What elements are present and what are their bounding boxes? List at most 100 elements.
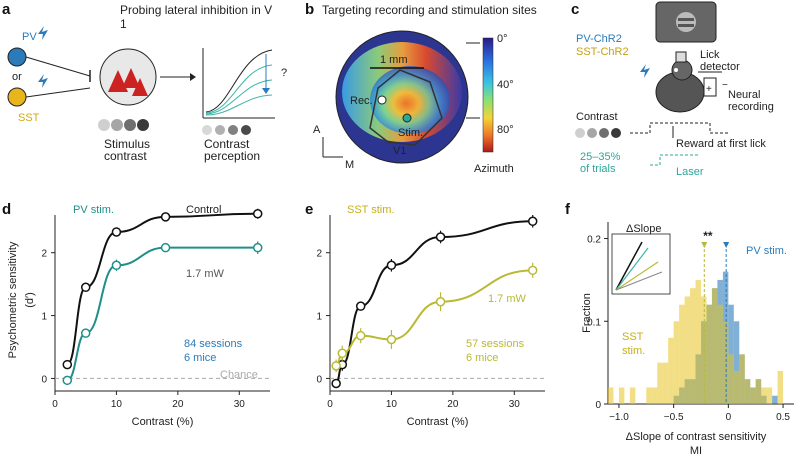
stim-label: Stim. — [398, 127, 423, 139]
axis-a-label: A — [313, 124, 321, 136]
perception-plot: ? — [202, 48, 287, 119]
y-axis-label: Fraction — [581, 293, 593, 333]
y-axis-label-unit: (d′) — [24, 292, 36, 308]
y-tick-label: 2 — [41, 249, 47, 260]
y-tick-label: 1 — [316, 312, 322, 323]
mouse-eye — [674, 68, 678, 72]
significance-label: ** — [703, 229, 713, 243]
histogram-bar — [755, 379, 762, 404]
reward-label: Reward at first lick — [676, 138, 766, 150]
data-point — [111, 227, 122, 237]
histogram-bar — [684, 296, 691, 404]
histogram-bar — [777, 370, 784, 404]
pv-mean-arrow — [723, 242, 730, 248]
x-axis-label-2: MI — [690, 445, 702, 457]
data-point — [252, 208, 263, 219]
x-tick-label: 0 — [726, 412, 732, 423]
data-point — [252, 242, 263, 253]
headpost — [675, 51, 687, 63]
sessions-label: 84 sessions — [184, 338, 243, 350]
grating-mid — [215, 125, 225, 135]
minus-sign: − — [722, 80, 728, 91]
x-tick-label: 30 — [234, 399, 246, 410]
v1-border — [369, 69, 443, 146]
pv-stim-label: PV stim. — [73, 204, 114, 216]
histogram-bar — [750, 387, 756, 404]
panel-d-label: d — [2, 201, 11, 218]
contrast-gratings — [575, 128, 621, 138]
data-point — [435, 296, 446, 307]
panel-a-label: a — [2, 1, 11, 18]
perception-curve — [205, 94, 273, 116]
y-tick-label: 0 — [595, 400, 601, 411]
histogram-bar — [618, 387, 625, 404]
pv-stim-label: PV stim. — [746, 245, 787, 257]
x-axis-label: Contrast (%) — [407, 416, 469, 428]
x-tick-label: 20 — [447, 399, 459, 410]
azimuth-colorbar — [482, 37, 494, 153]
grating-low — [575, 128, 585, 138]
data-point — [111, 260, 122, 271]
grating-low — [98, 119, 110, 131]
recording-amp — [703, 77, 717, 97]
grating-full — [241, 125, 251, 135]
data-point — [355, 301, 366, 311]
laser-bolt-icon — [38, 26, 48, 40]
trials-label: of trials — [580, 163, 616, 175]
inset-line — [615, 241, 643, 291]
data-point — [386, 334, 397, 345]
y-tick-label: 0 — [41, 374, 47, 385]
panel-e-label: e — [305, 201, 313, 218]
histogram-bar — [679, 304, 685, 404]
laser-label: Laser — [676, 166, 704, 178]
perception-curve — [205, 49, 273, 113]
control-label: Control — [186, 204, 221, 216]
slope-inset — [611, 233, 671, 295]
x-tick-label: 20 — [172, 399, 184, 410]
sessions-label: 57 sessions — [466, 338, 525, 350]
data-point — [435, 232, 446, 242]
monitor-grating — [676, 12, 696, 32]
inhibition-arrow — [25, 56, 91, 77]
chance-label: Chance — [220, 369, 258, 381]
contrast-label: Contrast — [576, 111, 618, 123]
histogram-bar — [701, 296, 707, 404]
panel-a-title: Probing lateral inhibition in V — [120, 3, 272, 17]
sst-stim-label: SST stim. — [347, 204, 394, 216]
stimulus-gratings — [98, 119, 149, 131]
data-point — [527, 265, 538, 276]
y-tick-label: 0 — [316, 374, 322, 385]
grating-high — [599, 128, 609, 138]
histogram-bar — [651, 387, 658, 404]
grating-stripe — [678, 18, 694, 21]
sst-chr2-label: SST-ChR2 — [576, 46, 629, 58]
histogram-bar — [717, 304, 723, 404]
x-axis-label: ΔSlope of contrast sensitivity — [626, 431, 767, 443]
histogram-bar — [739, 354, 745, 404]
data-point — [331, 378, 341, 389]
mice-label: 6 mice — [466, 352, 498, 364]
chart-f: −1.0 −0.5 0 0.5 0 0.1 0.2 ** PV stim. SST stim. Fra… — [581, 222, 794, 457]
series-line — [335, 269, 533, 367]
panel-b-title: Targeting recording and stimulation site… — [322, 3, 537, 17]
inset-line — [615, 271, 663, 291]
y-tick-label: 0.1 — [587, 317, 601, 328]
stimulus-contrast-label: Stimulus contrast — [104, 137, 150, 163]
colorbar-tick: 0° — [497, 33, 508, 45]
x-tick-label: 10 — [111, 399, 123, 410]
histogram-bar — [608, 387, 614, 404]
inset-line — [615, 247, 649, 291]
y-axis-label: Psychometric sensitivity — [7, 241, 19, 358]
lick-detector-label: detector — [700, 61, 740, 73]
sst-mean-arrow — [701, 242, 708, 248]
power-label: 1.7 mW — [488, 293, 527, 305]
mice-label: 6 mice — [184, 352, 216, 364]
lick-detector-label: Lick — [700, 49, 720, 61]
sst-stim-label: stim. — [622, 345, 645, 357]
series-line — [66, 246, 258, 382]
histogram-bar — [733, 370, 740, 404]
contrast-trace — [630, 122, 730, 134]
grating-stripe — [678, 24, 694, 27]
colorbar-tick: 80° — [497, 124, 514, 136]
data-point — [160, 242, 171, 253]
